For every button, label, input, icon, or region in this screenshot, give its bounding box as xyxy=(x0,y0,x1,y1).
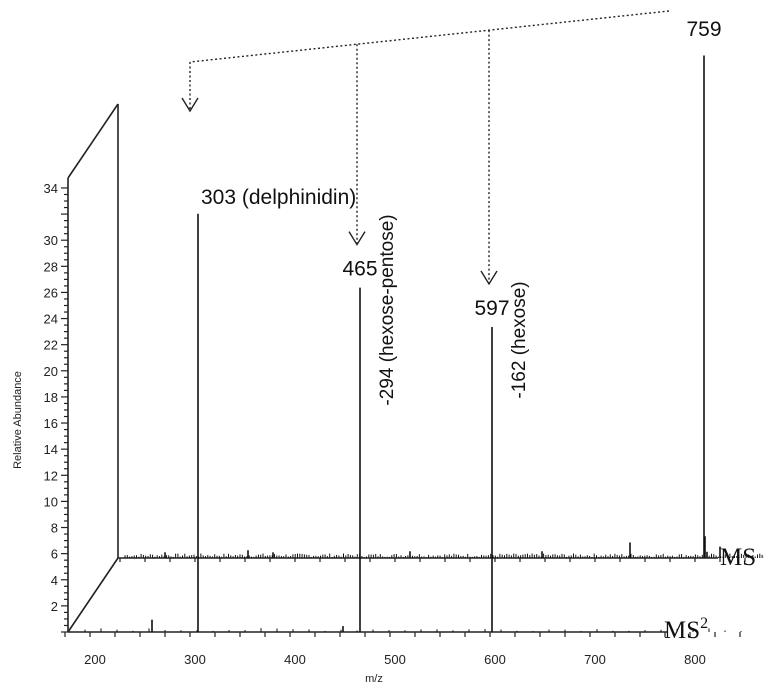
x-tick-label: 600 xyxy=(484,652,506,667)
y-tick-label: 4 xyxy=(51,573,58,588)
peak-label-759: 759 xyxy=(686,18,721,41)
peak-label-303: 303 (delphinidin) xyxy=(201,186,356,209)
connector-759-to-303 xyxy=(189,10,670,63)
x-axis-label: m/z xyxy=(365,673,383,685)
y-tick-label: 34 xyxy=(44,181,58,196)
trace-label-ms2: MS2 xyxy=(664,615,708,644)
annotation-hexose: -162 (hexose) xyxy=(509,281,530,398)
arrowhead-303 xyxy=(181,97,199,113)
trace-label-ms: MS xyxy=(720,544,756,571)
y-tick-label: 22 xyxy=(44,338,58,353)
annotations: 759 303 (delphinidin) 465 597 -294 (hexose-p… xyxy=(181,10,722,406)
depth-axis-top xyxy=(67,103,119,179)
x-tick-label: 200 xyxy=(84,652,106,667)
y-tick-label: 26 xyxy=(44,285,58,300)
x-tick-label: 800 xyxy=(684,652,706,667)
y-tick-label: 24 xyxy=(44,312,58,327)
y-tick-label: 18 xyxy=(44,390,58,405)
axes xyxy=(67,103,718,633)
arrowhead-597 xyxy=(480,270,498,286)
arrowhead-465 xyxy=(348,231,366,246)
y-tick-label: 10 xyxy=(44,494,58,509)
y-tick-label: 28 xyxy=(44,259,58,274)
y-tick-label: 14 xyxy=(44,442,58,457)
y-tick-label: 20 xyxy=(44,364,58,379)
annotation-hexose-pentose: -294 (hexose-pentose) xyxy=(377,214,398,405)
y-tick-label: 8 xyxy=(51,521,58,536)
y-tick-label: 16 xyxy=(44,416,58,431)
depth-axis-bottom xyxy=(67,557,119,633)
y-tick-label: 6 xyxy=(51,547,58,562)
y-tick-label: 12 xyxy=(44,468,58,483)
trace-label-ms2-sup: 2 xyxy=(700,615,708,632)
peak-label-597: 597 xyxy=(474,297,509,320)
y-axis-label: Relative Abundance xyxy=(12,371,24,469)
x-tick-label: 300 xyxy=(184,652,206,667)
peaks xyxy=(151,55,721,632)
x-tick-label: 500 xyxy=(384,652,406,667)
x-tick-label: 700 xyxy=(584,652,606,667)
y-tick-label: 30 xyxy=(44,233,58,248)
y-tick-label: 2 xyxy=(51,599,58,614)
x-tick-label: 400 xyxy=(284,652,306,667)
noise-peaks xyxy=(84,553,764,632)
trace-label-ms2-main: MS xyxy=(664,617,700,644)
peak-label-465: 465 xyxy=(342,258,377,281)
labels: m/z Relative Abundance MS MS2 xyxy=(12,371,756,685)
